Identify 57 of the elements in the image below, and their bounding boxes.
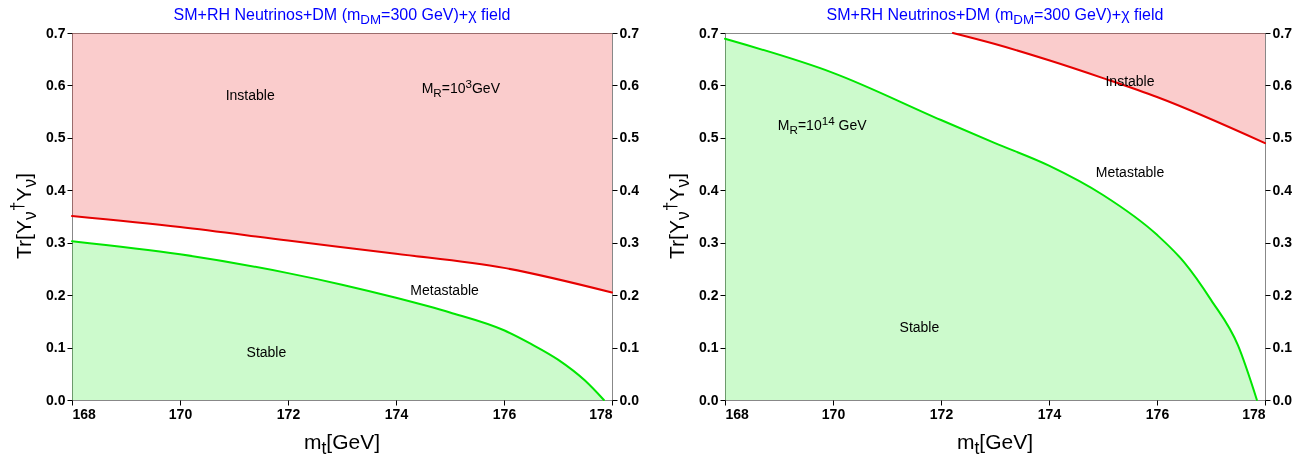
x-axis-title: m$_{t}$[GeV] (955, 430, 1035, 460)
x-tick-label: 172 (929, 405, 954, 422)
y-tick-label: 0.1 (46, 339, 66, 356)
x-tick-label: 172 (276, 405, 301, 422)
x-tick-label: 174 (384, 405, 409, 422)
x-tick-label: 178 (589, 405, 613, 422)
annotation: Metastable (410, 281, 479, 298)
y2-tick-label: 0.5 (619, 129, 640, 146)
y2-tick-label: 0.1 (619, 339, 640, 356)
x-tick-label: 174 (1037, 405, 1062, 422)
y2-tick-label: 0.7 (619, 24, 640, 41)
y2-tick-label: 0.3 (1272, 234, 1293, 251)
x-tick-label: 168 (72, 405, 97, 422)
y-tick-label: 0.4 (46, 181, 66, 198)
annotation: Stable (246, 344, 287, 361)
y2-tick-label: 0.2 (619, 286, 640, 303)
x-tick-label: 178 (1242, 405, 1266, 422)
annotation: Stable (899, 318, 940, 335)
y2-tick-label: 0.5 (1272, 129, 1293, 146)
y-tick-label: 0.4 (699, 181, 719, 198)
chart-title: SM+RH Neutrinos+DM (m$_{DM}$=300 GeV)+χ field (172, 6, 512, 28)
x-axis-title: m$_{t}$[GeV] (302, 430, 382, 460)
y2-tick-label: 0.2 (1272, 286, 1293, 303)
y2-tick-label: 0.6 (619, 76, 640, 93)
y-tick-label: 0.7 (699, 24, 719, 41)
x-tick-label: 176 (492, 405, 517, 422)
annotation: Instable (225, 87, 275, 104)
y2-tick-label: 0.0 (1272, 391, 1293, 408)
annotation: M$_{R}$=10$^{3}$GeV (421, 76, 500, 100)
y2-tick-label: 0.1 (1272, 339, 1293, 356)
y-tick-label: 0.3 (699, 234, 719, 251)
y2-tick-label: 0.4 (1272, 181, 1293, 198)
y-tick-label: 0.2 (699, 286, 719, 303)
y-tick-label: 0.3 (46, 234, 66, 251)
y-tick-label: 0.2 (46, 286, 66, 303)
y2-tick-label: 0.3 (619, 234, 640, 251)
y-tick-label: 0.0 (46, 391, 66, 408)
y-tick-label: 0.5 (699, 129, 719, 146)
y2-tick-label: 0.7 (1272, 24, 1293, 41)
annotation: Metastable (1095, 164, 1165, 181)
line-series (71, 214, 613, 294)
annotation: Instable (1105, 72, 1155, 89)
x-tick-label: 170 (821, 405, 846, 422)
y-tick-label: 0.1 (699, 339, 719, 356)
y-tick-label: 0.6 (46, 76, 66, 93)
y-tick-label: 0.5 (46, 129, 66, 146)
y-tick-label: 0.7 (46, 24, 66, 41)
x-tick-label: 170 (168, 405, 193, 422)
x-tick-label: 168 (725, 405, 750, 422)
y2-tick-label: 0.0 (619, 391, 640, 408)
y2-tick-label: 0.6 (1272, 76, 1293, 93)
y-tick-label: 0.6 (699, 76, 719, 93)
y-tick-label: 0.0 (699, 391, 719, 408)
x-tick-label: 176 (1145, 405, 1170, 422)
annotation: M$_{R}$=10$^{14}$ GeV (777, 113, 867, 136)
chart-title: SM+RH Neutrinos+DM (m$_{DM}$=300 GeV)+χ field (825, 6, 1165, 28)
y2-tick-label: 0.4 (619, 181, 640, 198)
